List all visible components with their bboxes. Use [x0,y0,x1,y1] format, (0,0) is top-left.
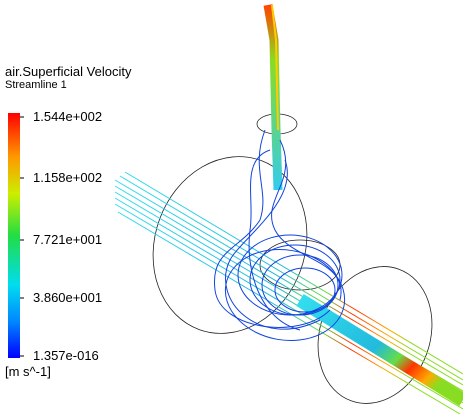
legend-label: 3.860e+001 [33,290,102,305]
legend-unit: [m s^-1] [5,364,51,379]
legend-title: air.Superficial Velocity [5,64,131,79]
legend-label: 1.158e+002 [33,170,102,185]
legend-label: 1.357e-016 [33,348,99,363]
color-bar [8,113,20,358]
legend-subtitle: Streamline 1 [5,79,67,91]
color-bar-ticks [20,117,24,356]
screenshot: air.Superficial Velocity Streamline 1 1.… [0,0,463,414]
inlet-streamlines [268,5,278,190]
legend-label: 1.544e+002 [33,109,102,124]
legend-label: 7.721e+001 [33,232,102,247]
